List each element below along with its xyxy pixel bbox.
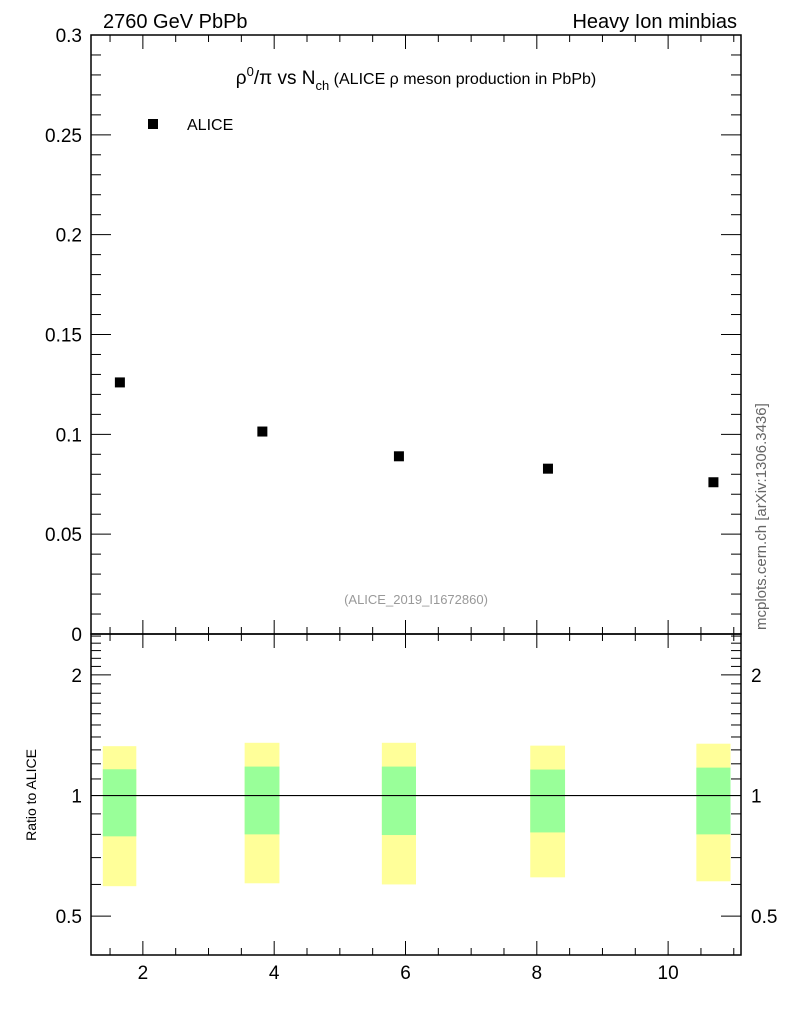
- y-tick-label: 0.25: [45, 126, 82, 147]
- ratio-y-tick-label: 2: [71, 666, 82, 687]
- ratio-y-tick-label: 0.5: [56, 907, 82, 928]
- legend-label: ALICE: [187, 117, 233, 134]
- header-left: 2760 GeV PbPb: [103, 11, 248, 33]
- ratio-ylabel: Ratio to ALICE: [23, 749, 39, 841]
- y-tick-label: 0: [71, 625, 82, 646]
- ratio-y-tick-label-right: 0.5: [751, 907, 777, 928]
- data-point-2: [393, 451, 404, 462]
- data-point-3: [542, 463, 553, 474]
- y-tick-label: 0.3: [56, 26, 82, 47]
- x-tick-label: 6: [400, 963, 411, 984]
- ratio-frame: [90, 633, 742, 956]
- y-tick-label: 0.2: [56, 226, 82, 247]
- y-tick-label: 0.1: [56, 425, 82, 446]
- x-tick-label: 10: [658, 963, 679, 984]
- chart-title: ρ0/π vs Nch (ALICE ρ meson production in…: [236, 64, 596, 93]
- x-tick-label: 2: [138, 963, 149, 984]
- data-point-4: [708, 477, 719, 488]
- watermark: (ALICE_2019_I1672860): [344, 592, 488, 607]
- header-right: Heavy Ion minbias: [572, 11, 737, 33]
- x-tick-label: 4: [269, 963, 280, 984]
- inner-band-4: [696, 767, 731, 835]
- ratio-y-tick-label: 1: [71, 787, 82, 808]
- data-point-0: [114, 377, 125, 388]
- inner-band-1: [244, 766, 280, 835]
- ratio-y-tick-label-right: 1: [751, 787, 762, 808]
- side-label: mcplots.cern.ch [arXiv:1306.3436]: [753, 403, 770, 630]
- x-tick-label: 8: [532, 963, 543, 984]
- inner-band-0: [102, 769, 137, 837]
- data-point-1: [257, 426, 268, 437]
- inner-band-3: [530, 769, 566, 833]
- y-tick-label: 0.15: [45, 326, 82, 347]
- legend-marker: [148, 119, 158, 129]
- ratio-y-tick-label-right: 2: [751, 666, 762, 687]
- inner-band-2: [381, 766, 416, 836]
- y-tick-label: 0.05: [45, 525, 82, 546]
